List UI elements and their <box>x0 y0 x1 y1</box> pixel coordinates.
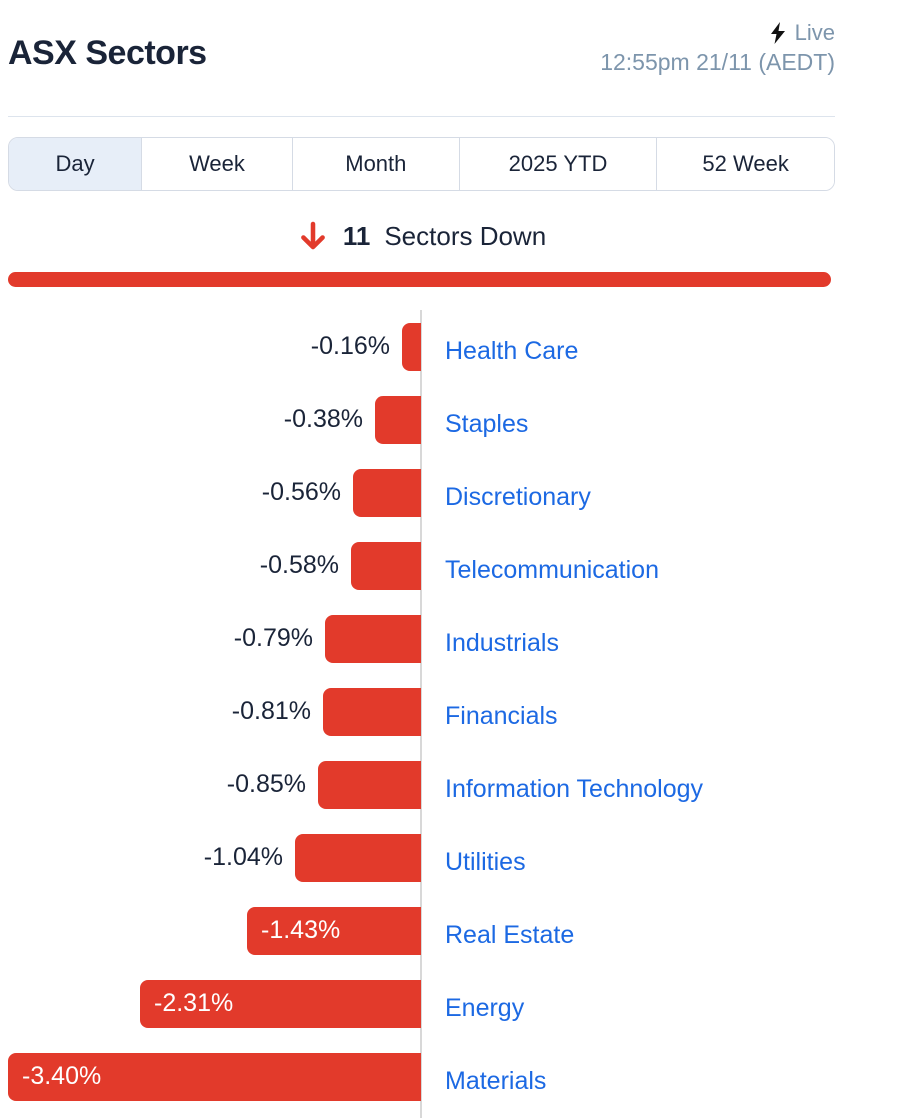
timestamp: 12:55pm 21/11 (AEDT) <box>600 49 835 75</box>
live-indicator: Live <box>769 20 835 46</box>
bar-zone: -3.40% <box>8 1052 421 1101</box>
sector-link[interactable]: Materials <box>445 1067 547 1095</box>
chart-row: -1.04% Utilities <box>8 821 835 894</box>
value-bar <box>402 322 421 371</box>
tab-month[interactable]: Month <box>291 138 459 190</box>
chart-row: -0.58% Telecommunication <box>8 529 835 602</box>
sector-link[interactable]: Industrials <box>445 629 559 657</box>
bar-zone: -1.43% <box>8 906 421 955</box>
value-bar: -3.40% <box>8 1052 421 1101</box>
chart-row: -0.56% Discretionary <box>8 456 835 529</box>
bar-zone: -0.38% <box>8 395 421 444</box>
sector-link[interactable]: Financials <box>445 702 558 730</box>
period-tabs: Day Week Month 2025 YTD 52 Week <box>8 137 835 191</box>
sector-link[interactable]: Utilities <box>445 848 526 876</box>
chart-row: -0.79% Industrials <box>8 602 835 675</box>
value-bar <box>295 833 421 882</box>
sector-link[interactable]: Information Technology <box>445 775 704 803</box>
tab-week[interactable]: Week <box>141 138 292 190</box>
bar-zone: -0.81% <box>8 687 421 736</box>
red-divider <box>8 272 831 287</box>
chart-row: -0.38% Staples <box>8 383 835 456</box>
value-bar <box>353 468 421 517</box>
header: ASX Sectors Live 12:55pm 21/11 (AEDT) <box>8 0 835 117</box>
chart-row: -0.85% Information Technology <box>8 748 835 821</box>
live-label: Live <box>794 20 835 45</box>
value-bar <box>375 395 421 444</box>
sector-link[interactable]: Real Estate <box>445 921 575 949</box>
bar-zone: -0.16% <box>8 322 421 371</box>
chart-row: -0.81% Financials <box>8 675 835 748</box>
asx-sectors-widget: ASX Sectors Live 12:55pm 21/11 (AEDT) Da… <box>8 0 835 1118</box>
tab-day[interactable]: Day <box>9 138 142 190</box>
axis-line <box>420 310 422 1118</box>
value-bar <box>323 687 421 736</box>
tab-2025-ytd[interactable]: 2025 YTD <box>458 138 657 190</box>
sectors-down-count: 11 <box>342 220 371 251</box>
down-arrow-icon <box>297 219 329 253</box>
bar-zone: -0.85% <box>8 760 421 809</box>
bar-chart: -0.16% Health Care -0.38% Staples -0.56% Disc… <box>8 310 835 1118</box>
tab-52-week[interactable]: 52 Week <box>656 138 834 190</box>
bar-zone: -0.58% <box>8 541 421 590</box>
sector-link[interactable]: Staples <box>445 410 529 438</box>
bar-zone: -2.31% <box>8 979 421 1028</box>
bar-zone: -0.56% <box>8 468 421 517</box>
value-bar: -2.31% <box>140 979 421 1028</box>
value-label: -0.85% <box>226 770 306 798</box>
chart-row: -1.43% Real Estate <box>8 894 835 967</box>
chart-row: -3.40% Materials <box>8 1040 835 1113</box>
value-label: -1.43% <box>261 916 341 944</box>
value-label: -3.40% <box>22 1062 102 1090</box>
value-label: -0.79% <box>233 624 313 652</box>
sectors-down-summary: 11 Sectors Down <box>8 215 835 257</box>
value-label: -0.58% <box>259 551 339 579</box>
sector-link[interactable]: Discretionary <box>445 483 591 511</box>
sectors-down-text: Sectors Down <box>384 220 547 251</box>
value-label: -0.38% <box>283 405 363 433</box>
sector-link[interactable]: Energy <box>445 994 525 1022</box>
value-label: -0.81% <box>231 697 311 725</box>
value-bar: -1.43% <box>247 906 421 955</box>
lightning-bolt-icon <box>769 22 788 44</box>
page-title: ASX Sectors <box>8 34 207 72</box>
bar-zone: -0.79% <box>8 614 421 663</box>
value-bar <box>325 614 421 663</box>
sector-link[interactable]: Telecommunication <box>445 556 659 584</box>
value-label: -0.16% <box>310 332 390 360</box>
value-label: -2.31% <box>154 989 234 1017</box>
sector-link[interactable]: Health Care <box>445 337 579 365</box>
value-bar <box>318 760 421 809</box>
bar-zone: -1.04% <box>8 833 421 882</box>
value-label: -1.04% <box>203 843 283 871</box>
chart-row: -2.31% Energy <box>8 967 835 1040</box>
chart-row: -0.16% Health Care <box>8 310 835 383</box>
value-label: -0.56% <box>261 478 341 506</box>
value-bar <box>351 541 421 590</box>
